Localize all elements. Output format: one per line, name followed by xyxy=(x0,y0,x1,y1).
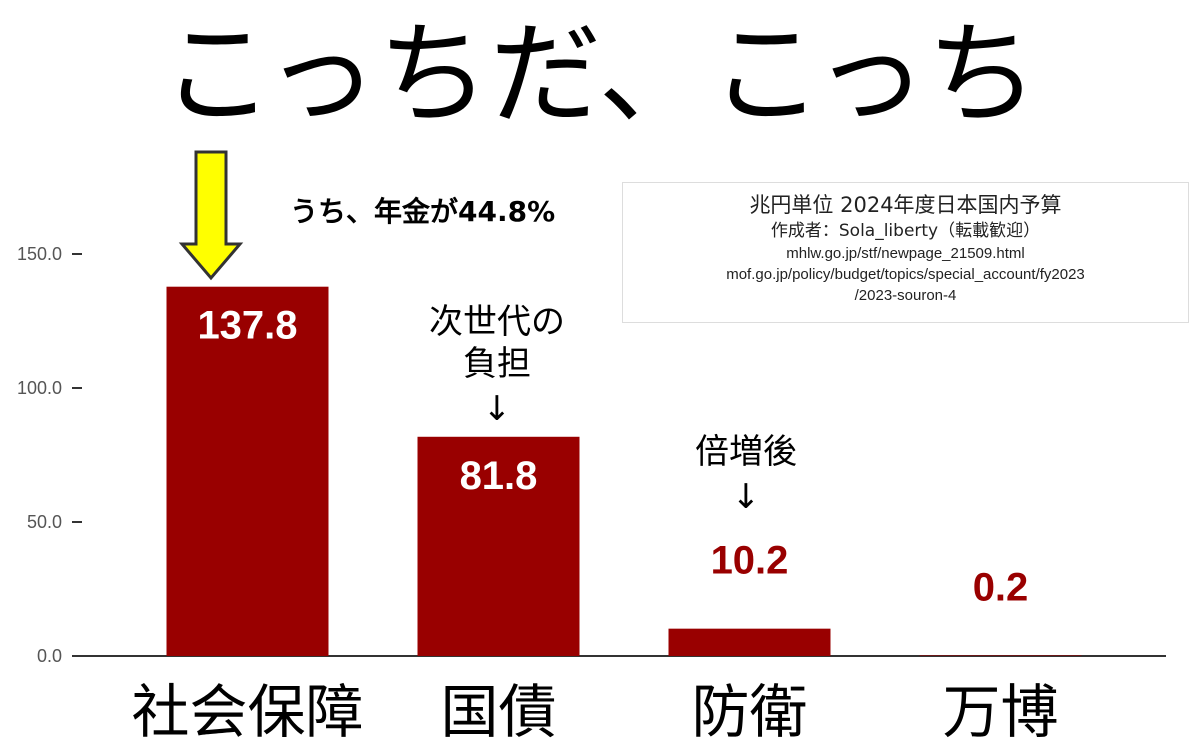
pointer-arrow-icon xyxy=(178,150,244,281)
bar-value-label: 10.2 xyxy=(711,539,789,583)
pension-note: うち、年金が44.8% xyxy=(290,195,555,228)
category-label: 社会保障 xyxy=(131,678,363,746)
source-author: 作成者：Sola_liberty（転載歓迎） xyxy=(770,221,1041,241)
bars-group xyxy=(166,286,1082,656)
defense-note: 倍増後 xyxy=(695,432,797,472)
bar xyxy=(166,286,329,656)
bar-value-label: 0.2 xyxy=(973,565,1029,609)
category-label: 万博 xyxy=(942,678,1058,746)
y-tick-label: 50.0 xyxy=(27,512,62,532)
bar xyxy=(919,655,1082,656)
y-tick-label: 150.0 xyxy=(17,244,62,264)
category-labels-group: 社会保障 国債 防衛 万博 xyxy=(131,678,1058,746)
debt-note-line1: 次世代の xyxy=(429,302,565,342)
bar-value-label: 137.8 xyxy=(197,304,297,348)
value-labels-group: 137.8 81.8 10.2 0.2 xyxy=(197,304,1028,610)
source-url-3: /2023-souron-4 xyxy=(854,287,957,304)
source-url-1: mhlw.go.jp/stf/newpage_21509.html xyxy=(786,245,1025,262)
y-tick-label: 0.0 xyxy=(37,646,62,666)
category-label: 国債 xyxy=(440,678,556,746)
defense-down-arrow-icon: ↓ xyxy=(732,477,761,517)
bar xyxy=(668,628,831,656)
y-axis: 0.0 50.0 100.0 150.0 xyxy=(17,244,82,666)
category-label: 防衛 xyxy=(691,678,807,746)
source-title: 兆円単位 2024年度日本国内予算 xyxy=(749,193,1062,217)
debt-note-line2: 負担 xyxy=(463,344,531,384)
source-url-2: mof.go.jp/policy/budget/topics/special_a… xyxy=(726,266,1085,283)
headline-title: こっちだ、こっち xyxy=(161,10,1039,140)
y-tick-label: 100.0 xyxy=(17,378,62,398)
source-note-box: 兆円単位 2024年度日本国内予算 作成者：Sola_liberty（転載歓迎）… xyxy=(622,182,1189,323)
bar-value-label: 81.8 xyxy=(460,454,538,498)
debt-down-arrow-icon: ↓ xyxy=(483,389,512,429)
bar xyxy=(417,436,580,656)
